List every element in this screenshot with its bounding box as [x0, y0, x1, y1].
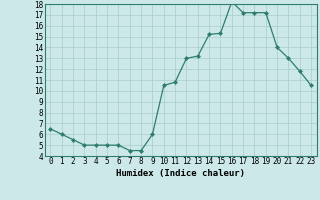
X-axis label: Humidex (Indice chaleur): Humidex (Indice chaleur) — [116, 169, 245, 178]
